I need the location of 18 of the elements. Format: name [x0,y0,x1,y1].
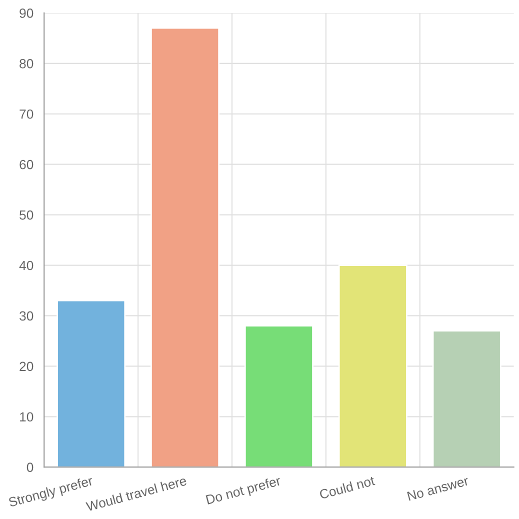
y-tick-label: 80 [20,59,34,68]
y-tick-label: 90 [20,8,34,18]
bar [56,300,126,468]
bar [150,27,220,468]
y-tick-label: 60 [20,160,34,170]
y-tick-label: 10 [20,412,34,422]
x-tick-label: Could not [318,475,376,500]
y-tick-label: 40 [19,260,34,270]
y-tick-label: 0 [26,462,34,472]
x-tick-label: Do not prefer [206,476,282,507]
y-tick-label: 50 [20,210,34,220]
bar [244,325,314,468]
x-tick-label: No answer [407,476,470,501]
bar [338,264,408,468]
y-tick-label: 70 [20,109,34,119]
bar [432,330,502,468]
y-tick-label: 30 [20,311,34,321]
y-tick-label: 20 [20,362,34,372]
